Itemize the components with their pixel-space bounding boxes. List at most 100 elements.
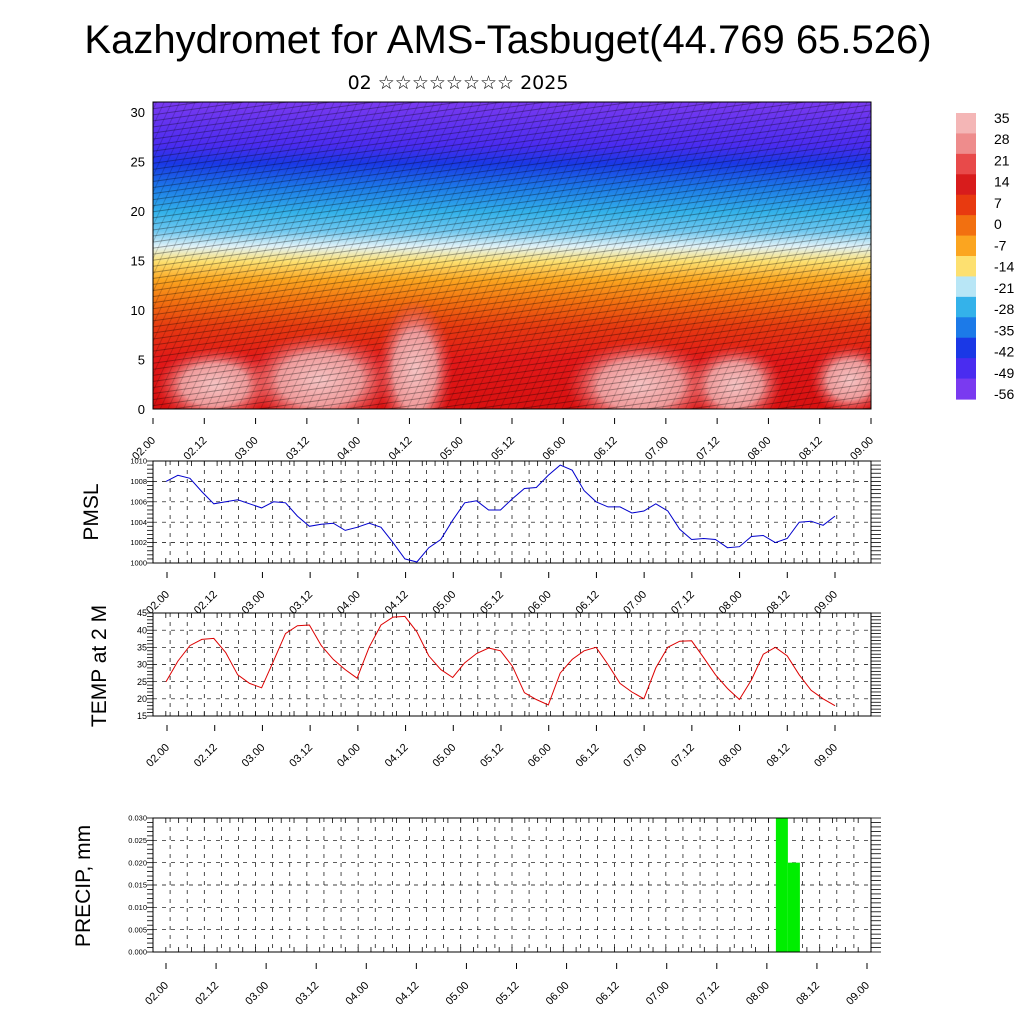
xtick-label: 07.12 <box>694 980 722 1008</box>
xtick-label: 08.12 <box>794 980 822 1008</box>
xtick-label: 05.12 <box>494 980 522 1008</box>
ytick-label: 1008 <box>130 477 147 486</box>
xtick-label: 06.00 <box>526 589 554 617</box>
xtick-label: 06.12 <box>574 742 602 770</box>
plot-area <box>153 461 871 563</box>
chart-subtitle: 02 ☆☆☆☆☆☆☆☆ 2025 <box>347 72 569 94</box>
colorbar-swatch <box>956 317 976 339</box>
xtick-label: 07.00 <box>621 589 649 617</box>
cross-section-xtick-label: 03.00 <box>233 435 261 463</box>
cross-section-xtick-label: 08.00 <box>746 435 774 463</box>
colorbar-label: 35 <box>994 110 1010 126</box>
xtick-label: 08.12 <box>764 589 792 617</box>
colorbar-label: -49 <box>994 365 1014 381</box>
xtick-label: 02.12 <box>193 980 221 1008</box>
colorbar-swatch <box>956 378 976 400</box>
xtick-label: 02.00 <box>143 980 171 1008</box>
ytick-label: 0.015 <box>128 881 147 890</box>
colorbar-label: -21 <box>994 280 1014 296</box>
plot-frame <box>152 612 872 717</box>
cross-section-xtick-label: 08.12 <box>797 435 825 463</box>
xtick-label: 08.12 <box>764 742 792 770</box>
cross-section-ytick-label: 10 <box>131 303 145 318</box>
xtick-label: 02.12 <box>192 589 220 617</box>
cross-section-xtick-label: 07.00 <box>643 435 671 463</box>
xtick-label: 05.12 <box>478 742 506 770</box>
xtick-label: 05.12 <box>478 589 506 617</box>
cross-section-xtick-label: 05.12 <box>489 435 517 463</box>
chart-title: Kazhydromet for AMS-Tasbuget(44.769 65.5… <box>84 18 932 62</box>
xtick-label: 05.00 <box>444 980 472 1008</box>
xtick-label: 04.12 <box>394 980 422 1008</box>
ytick-label: 1002 <box>130 538 147 547</box>
xtick-label: 06.12 <box>594 980 622 1008</box>
plot-area <box>153 613 871 716</box>
colorbar-label: 14 <box>994 174 1010 190</box>
xtick-label: 08.00 <box>717 742 745 770</box>
xtick-label: 04.12 <box>383 589 411 617</box>
xtick-label: 04.00 <box>335 589 363 617</box>
xtick-label: 06.00 <box>526 742 554 770</box>
ytick-label: 0.030 <box>128 814 147 823</box>
xtick-label: 02.00 <box>144 742 172 770</box>
xtick-label: 05.00 <box>430 589 458 617</box>
cross-section-xtick-label: 04.12 <box>387 435 415 463</box>
ytick-label: 40 <box>137 625 147 635</box>
cross-section-xtick-label: 04.00 <box>335 435 363 463</box>
xtick-label: 09.00 <box>844 980 872 1008</box>
colorbar-label: 0 <box>994 216 1002 232</box>
ytick-label: 1004 <box>130 518 147 527</box>
ytick-label: 0.000 <box>128 948 147 957</box>
cross-section-frame <box>152 101 872 410</box>
xtick-label: 04.12 <box>383 742 411 770</box>
cross-section-ytick-label: 20 <box>131 204 145 219</box>
ytick-label: 45 <box>137 608 147 618</box>
xtick-label: 07.00 <box>621 742 649 770</box>
cross-section-xtick-label: 05.00 <box>438 435 466 463</box>
cross-section-ytick-label: 15 <box>131 253 145 268</box>
xtick-label: 03.00 <box>243 980 271 1008</box>
xtick-label: 08.00 <box>717 589 745 617</box>
plot-frame <box>152 817 872 953</box>
temp-panel: TEMP at 2 M 15 20 25 30 35 40 45 02.00 02.12 03.0… <box>88 605 881 770</box>
cross-section-xtick-label: 06.12 <box>592 435 620 463</box>
xtick-label: 03.00 <box>240 742 268 770</box>
ytick-label: 0.010 <box>128 903 147 912</box>
colorbar-swatch <box>956 337 976 359</box>
ytick-label: 0.005 <box>128 925 147 934</box>
xtick-label: 05.00 <box>430 742 458 770</box>
series-line <box>165 464 836 563</box>
ytick-label: 1000 <box>130 559 147 568</box>
ytick-label: 25 <box>137 677 147 687</box>
colorbar-swatch <box>956 276 976 298</box>
xtick-label: 03.12 <box>287 742 315 770</box>
xtick-label: 04.00 <box>343 980 371 1008</box>
wind-barb-field <box>153 102 871 409</box>
xtick-label: 07.12 <box>669 742 697 770</box>
cross-section-xtick-label: 03.12 <box>284 435 312 463</box>
ytick-label: 30 <box>137 660 147 670</box>
colorbar-label: -28 <box>994 301 1014 317</box>
cross-section-ytick-label: 0 <box>138 402 145 417</box>
colorbar-swatch <box>956 153 976 175</box>
plot-frame <box>152 460 872 564</box>
colorbar-swatch <box>956 358 976 380</box>
colorbar-label: -42 <box>994 344 1014 360</box>
colorbar-swatch <box>956 194 976 216</box>
ytick-label: 1006 <box>130 497 147 506</box>
xtick-label: 06.00 <box>544 980 572 1008</box>
xtick-label: 07.00 <box>644 980 672 1008</box>
series-line <box>165 615 836 707</box>
xtick-label: 03.12 <box>293 980 321 1008</box>
colorbar-label: -35 <box>994 322 1014 338</box>
ytick-label: 0.020 <box>128 858 147 867</box>
colorbar-label: -7 <box>994 237 1007 253</box>
cross-section-xtick-label: 07.12 <box>694 435 722 463</box>
xtick-label: 02.12 <box>192 742 220 770</box>
colorbar-label: 7 <box>994 195 1002 211</box>
colorbar-swatch <box>956 296 976 318</box>
colorbar: 35 28 21 14 7 0 -7 -14 -21 -28 -35 -42 -49 -56 <box>956 110 1014 402</box>
xtick-label: 02.00 <box>144 589 172 617</box>
